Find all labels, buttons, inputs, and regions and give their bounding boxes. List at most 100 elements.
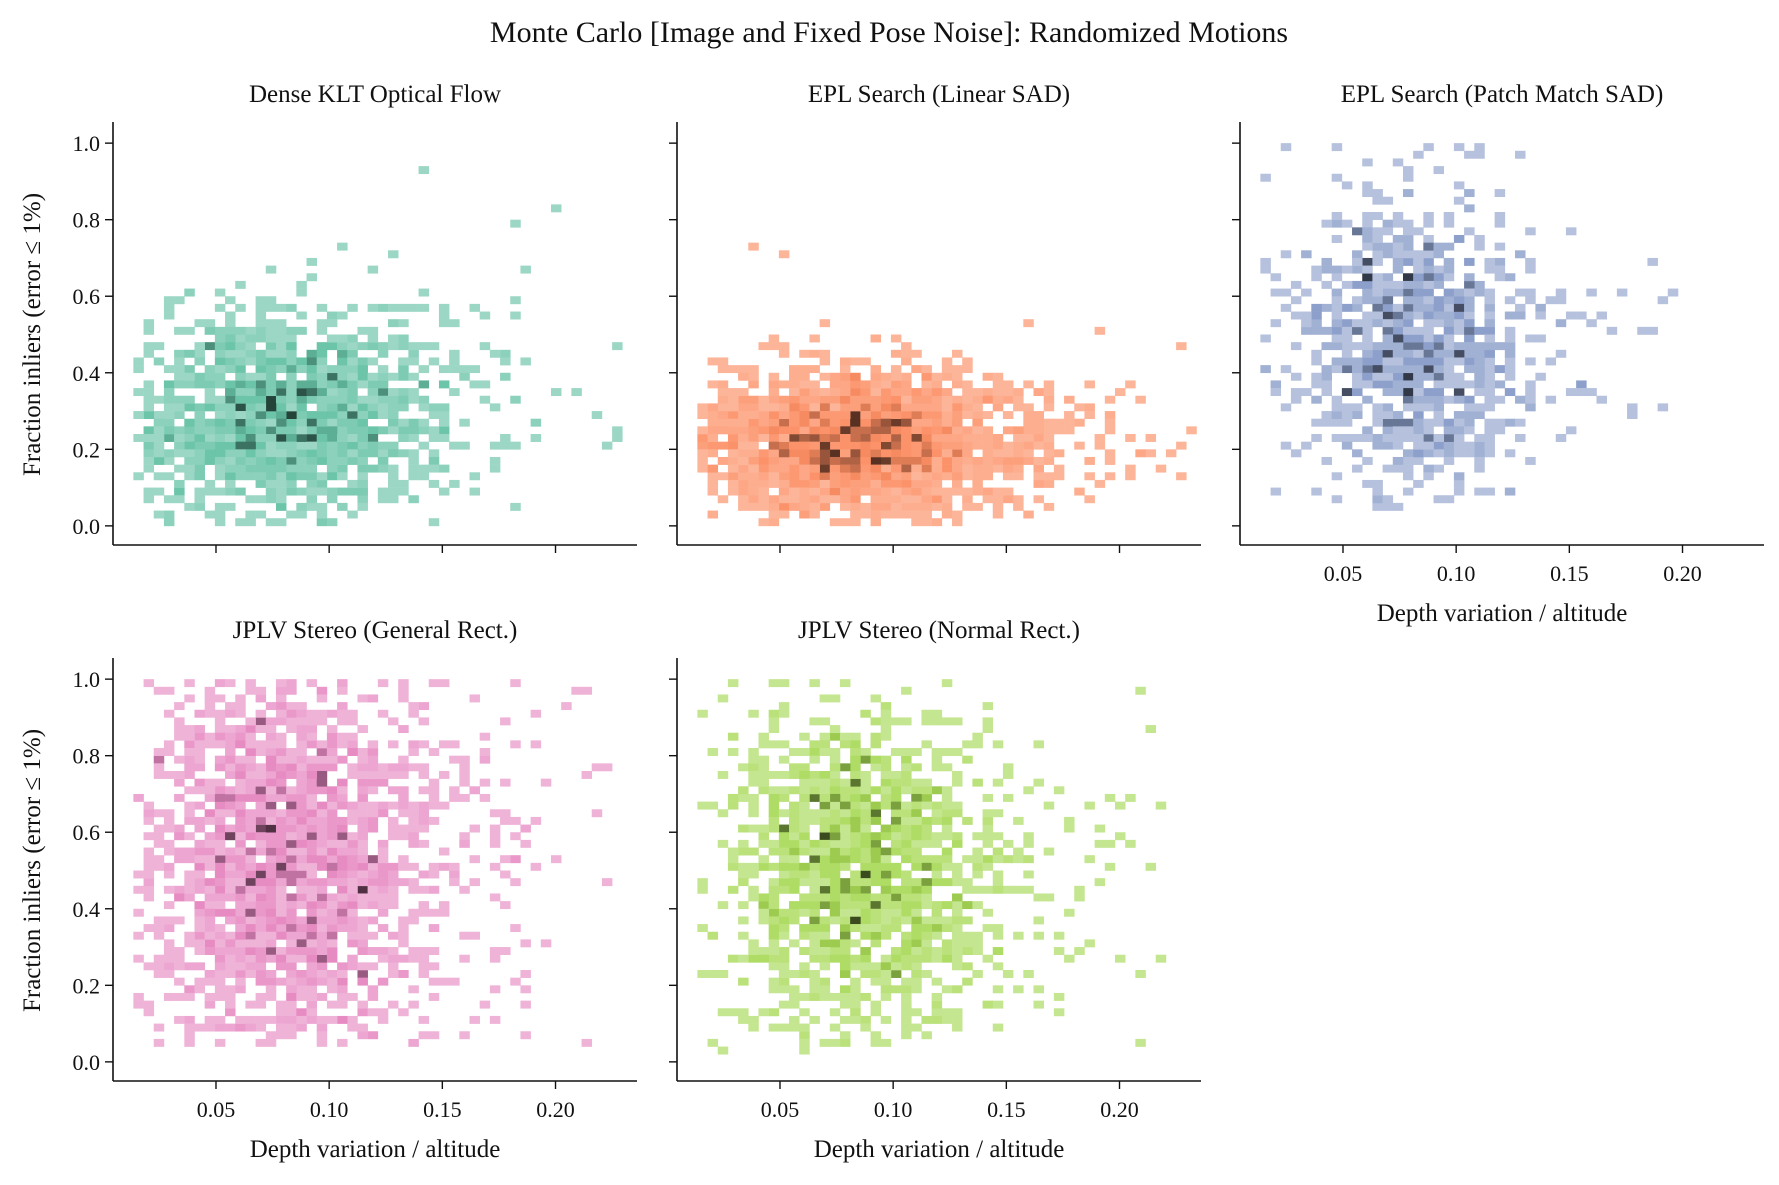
histogram-bin	[707, 403, 719, 412]
histogram-bin	[952, 862, 963, 871]
histogram-bin	[778, 380, 790, 389]
histogram-bin	[921, 502, 932, 511]
histogram-bin	[326, 985, 338, 994]
histogram-bin	[839, 1015, 851, 1024]
histogram-bin	[992, 985, 1004, 994]
histogram-bin	[326, 464, 338, 473]
histogram-bin	[438, 403, 450, 412]
histogram-bin	[819, 502, 831, 511]
histogram-bin	[1392, 434, 1404, 442]
histogram-bin	[316, 518, 328, 527]
histogram-bin	[245, 510, 256, 519]
histogram-bin	[225, 970, 236, 978]
histogram-bin	[184, 403, 195, 412]
histogram-bin	[316, 380, 328, 389]
histogram-bin	[1545, 296, 1557, 305]
histogram-bin	[438, 487, 450, 496]
histogram-bin	[1002, 763, 1014, 772]
histogram-bin	[214, 908, 226, 917]
histogram-bin	[1423, 365, 1434, 374]
histogram-bin	[245, 786, 256, 795]
histogram-bin	[306, 487, 318, 496]
histogram-bin	[275, 456, 287, 465]
histogram-bin	[581, 1038, 593, 1047]
histogram-bin	[1084, 380, 1095, 389]
histogram-bin	[982, 816, 994, 825]
histogram-bin	[799, 763, 810, 772]
histogram-bin	[778, 395, 790, 404]
histogram-bin	[428, 801, 440, 810]
histogram-bin	[911, 939, 922, 948]
histogram-bin	[275, 778, 287, 787]
histogram-bin	[778, 962, 790, 971]
histogram-bin	[225, 349, 236, 358]
histogram-bin	[520, 824, 531, 833]
histogram-bin	[839, 970, 851, 978]
histogram-bin	[1331, 357, 1343, 366]
histogram-bin	[194, 709, 205, 718]
histogram-bin	[316, 388, 328, 397]
histogram-bin	[1484, 257, 1495, 266]
histogram-bin	[901, 349, 912, 358]
histogram-bin	[255, 510, 267, 519]
histogram-bin	[860, 786, 871, 795]
histogram-bin	[1352, 411, 1363, 419]
histogram-bin	[1423, 250, 1434, 259]
histogram-bin	[520, 265, 531, 274]
histogram-bin	[225, 786, 236, 795]
histogram-bin	[265, 809, 277, 818]
histogram-bin	[316, 1031, 328, 1040]
histogram-bin	[890, 770, 902, 779]
histogram-bin	[809, 839, 820, 848]
histogram-bin	[194, 472, 205, 481]
histogram-bin	[1002, 456, 1014, 465]
histogram-bin	[337, 487, 348, 496]
histogram-bin	[850, 893, 861, 902]
histogram-bin	[408, 801, 419, 810]
histogram-bin	[839, 426, 851, 435]
histogram-bin	[316, 992, 328, 1001]
histogram-bin	[357, 395, 368, 404]
histogram-bin	[778, 878, 790, 887]
histogram-bin	[388, 947, 399, 955]
histogram-bin	[510, 441, 521, 450]
histogram-bin	[829, 855, 841, 864]
histogram-bin	[941, 403, 953, 412]
histogram-bin	[265, 763, 277, 772]
histogram-bin	[1372, 296, 1383, 305]
histogram-bin	[428, 778, 440, 787]
histogram-bin	[255, 426, 267, 435]
histogram-bin	[1515, 418, 1526, 427]
histogram-bin	[153, 916, 165, 925]
histogram-bin	[982, 908, 994, 917]
histogram-bin	[326, 870, 338, 879]
histogram-bin	[1413, 250, 1424, 259]
histogram-bin	[860, 709, 871, 718]
histogram-bin	[1104, 793, 1116, 802]
histogram-bin	[1402, 303, 1414, 312]
histogram-bin	[850, 916, 861, 925]
histogram-bin	[829, 456, 841, 465]
histogram-bin	[245, 793, 256, 802]
histogram-bin	[789, 1023, 800, 1032]
histogram-bin	[1484, 365, 1495, 374]
histogram-bin	[163, 824, 175, 833]
histogram-bin	[799, 1031, 810, 1040]
histogram-bin	[1033, 441, 1044, 450]
histogram-bin	[727, 472, 739, 481]
histogram-bin	[337, 342, 348, 351]
histogram-bin	[316, 839, 328, 848]
histogram-bin	[184, 985, 195, 994]
histogram-bin	[184, 763, 195, 772]
histogram-bin	[235, 855, 246, 864]
histogram-bin	[306, 740, 318, 749]
histogram-bin	[1382, 280, 1394, 289]
histogram-bin	[941, 862, 953, 871]
histogram-bin	[819, 939, 831, 948]
histogram-bin	[316, 954, 328, 963]
histogram-bin	[214, 832, 226, 841]
histogram-bin	[717, 426, 729, 435]
histogram-bin	[153, 809, 165, 818]
histogram-bin	[153, 832, 165, 841]
histogram-bin	[1023, 380, 1034, 389]
